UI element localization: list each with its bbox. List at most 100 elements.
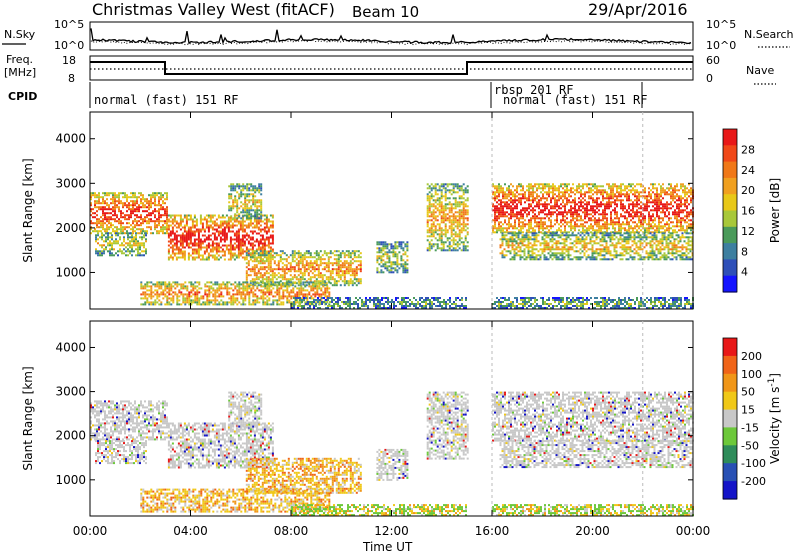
velocity-colorbar-segment (723, 409, 737, 429)
velocity-echo-region-0 (90, 400, 168, 441)
velocity-colorbar-frame (722, 337, 738, 500)
power-panel: 1000 2000 3000 4000 Slant Range [km] 28 24 20 16… (21, 111, 782, 310)
velocity-y-tick-label: 4000 (55, 340, 86, 354)
power-colorbar-tick: 16 (741, 205, 755, 218)
nave-label: Nave (746, 64, 774, 77)
nsky-trace (90, 28, 692, 45)
cpid-segment-1: normal (fast) 151 RF (94, 93, 239, 107)
power-colorbar-frame (722, 128, 738, 293)
velocity-colorbar-segment (723, 445, 737, 464)
x-axis-label: Time UT (362, 540, 413, 554)
power-echo-region-4 (245, 250, 362, 287)
beam-label: Beam 10 (352, 3, 419, 21)
power-colorbar-tick: 12 (741, 225, 755, 238)
velocity-echo-region-2 (167, 422, 274, 469)
velocity-panel: 1000 2000 3000 4000 Slant Range [km] 200 100 50… (21, 320, 782, 517)
power-colorbar-segment (723, 145, 737, 163)
velocity-echo-region-6 (291, 504, 467, 517)
power-echo-region-6 (291, 297, 467, 309)
date-label: 29/Apr/2016 (588, 0, 688, 19)
freq-label-2: [MHz] (4, 66, 36, 79)
velocity-colorbar-tick: 100 (741, 368, 762, 381)
nsearch-trace (90, 39, 692, 46)
power-colorbar-tick: 20 (741, 184, 755, 197)
power-colorbar-segment (723, 161, 737, 179)
velocity-colorbar-tick: -100 (741, 457, 766, 470)
nave-tick-high: 60 (706, 54, 720, 67)
cpid-strip: CPID normal (fast) 151 RF rbsp 201 RF no… (8, 82, 648, 108)
velocity-echo-region-10 (499, 440, 694, 469)
power-colorbar-segment (723, 275, 737, 293)
velocity-y-tick-label: 2000 (55, 429, 86, 443)
nsky-label: N.Sky (4, 28, 36, 41)
velocity-colorbar-segment (723, 463, 737, 482)
velocity-echo-region-9 (492, 391, 694, 442)
velocity-colorbar-label: Velocity [m s-1] (767, 373, 782, 464)
power-y-axis-label: Slant Range [km] (21, 158, 35, 262)
velocity-colorbar-tick: 200 (741, 350, 762, 363)
velocity-echo-region-5 (140, 488, 331, 513)
x-tick-label: 20:00 (575, 524, 610, 538)
velocity-colorbar-segment (723, 373, 737, 393)
velocity-y-tick-label: 3000 (55, 385, 86, 399)
power-colorbar-tick: 4 (741, 266, 748, 279)
power-colorbar-segment (723, 259, 737, 277)
power-echo-region-10 (499, 232, 694, 261)
velocity-echo-region-3 (228, 391, 263, 428)
power-y-tick-label: 1000 (55, 265, 86, 279)
power-y-tick-label: 3000 (55, 176, 86, 190)
freq-trace (90, 61, 693, 75)
nsearch-label: N.Search (744, 28, 794, 41)
velocity-colorbar-tick: 50 (741, 386, 755, 399)
velocity-y-axis-label: Slant Range [km] (21, 366, 35, 470)
power-colorbar-segment (723, 243, 737, 260)
nave-tick-low: 0 (706, 72, 713, 85)
velocity-echo-region-11 (492, 504, 694, 517)
noise-tick-right-high: 10^5 (706, 18, 736, 31)
velocity-colorbar-segment (723, 481, 737, 500)
power-echo-region-1 (95, 232, 147, 257)
power-colorbar-tick: 24 (741, 164, 755, 177)
cpid-label: CPID (8, 90, 37, 103)
power-colorbar-segment (723, 226, 737, 244)
x-tick-label: 08:00 (274, 524, 309, 538)
power-colorbar-segment (723, 194, 737, 212)
freq-tick-low: 8 (68, 72, 75, 85)
power-echo-region-5 (140, 281, 331, 306)
power-echo-region-9 (492, 183, 694, 234)
x-tick-label: 04:00 (173, 524, 208, 538)
power-echo-region-3 (228, 183, 263, 220)
power-colorbar-segment (723, 177, 737, 195)
power-colorbar-tick: 28 (741, 143, 755, 156)
velocity-echo-region-4 (245, 457, 362, 494)
power-echo-region-7 (376, 241, 409, 274)
cpid-segment-2: rbsp 201 RF (494, 83, 573, 97)
noise-strip: N.Sky 10^5 10^0 10^5 10^0 N.Search (2, 18, 794, 52)
velocity-echo-region-1 (95, 440, 147, 465)
x-tick-label: 00:00 (73, 524, 108, 538)
noise-tick-left-low: 10^0 (54, 39, 84, 52)
power-colorbar-segment (723, 210, 737, 228)
velocity-colorbar-segment (723, 338, 737, 357)
x-axis: 00:00 04:00 08:00 12:00 16:00 20:00 00:00 (73, 524, 711, 538)
power-colorbar-label: Power [dB] (768, 178, 782, 243)
freq-tick-high: 18 (62, 54, 76, 67)
power-y-tick-label: 4000 (55, 132, 86, 146)
power-y-tick-label: 2000 (55, 221, 86, 235)
velocity-plot-frame (89, 320, 694, 517)
velocity-colorbar-tick: -200 (741, 475, 766, 488)
power-echo-region-2 (167, 214, 274, 261)
power-echo-region-8 (426, 183, 469, 252)
noise-tick-right-low: 10^0 (706, 39, 736, 52)
velocity-colorbar-segment (723, 355, 737, 375)
power-echo-region-0 (90, 192, 168, 235)
cpid-segment-3: normal (fast) 151 RF (503, 93, 648, 107)
freq-label-1: Freq. (6, 53, 33, 66)
x-tick-label: 16:00 (475, 524, 510, 538)
power-colorbar-tick: 8 (741, 245, 748, 258)
noise-tick-left-high: 10^5 (54, 18, 84, 31)
power-colorbar-segment (723, 129, 737, 146)
velocity-colorbar-segment (723, 391, 737, 411)
velocity-colorbar-segment (723, 427, 737, 446)
